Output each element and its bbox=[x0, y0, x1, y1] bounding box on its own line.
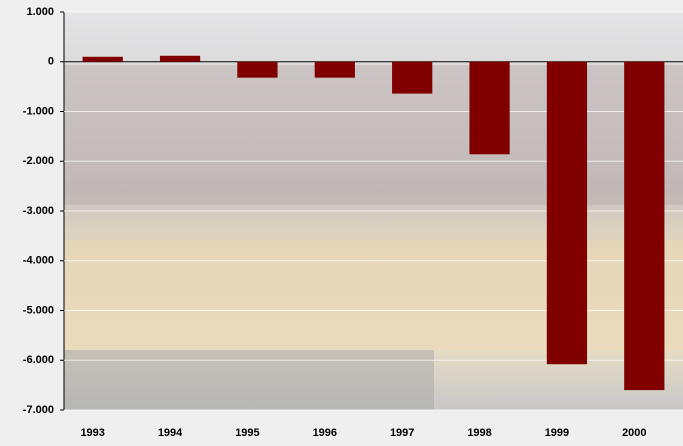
building-base bbox=[64, 350, 434, 410]
y-tick-label: -6.000 bbox=[23, 354, 54, 366]
bar bbox=[392, 62, 432, 94]
y-tick-label: 0 bbox=[48, 56, 54, 68]
y-tick-label: -2.000 bbox=[23, 155, 54, 167]
x-tick-label: 1993 bbox=[80, 427, 104, 439]
x-tick-label: 2000 bbox=[622, 427, 646, 439]
bar bbox=[547, 62, 587, 364]
bar bbox=[624, 62, 664, 390]
x-tick-label: 1997 bbox=[390, 427, 414, 439]
y-tick-label: -4.000 bbox=[23, 255, 54, 267]
bar bbox=[469, 62, 509, 155]
y-tick-label: 1.000 bbox=[26, 6, 54, 18]
building-facade bbox=[64, 65, 683, 205]
bar bbox=[237, 62, 277, 78]
y-tick-label: -5.000 bbox=[23, 304, 54, 316]
x-tick-label: 1999 bbox=[545, 427, 569, 439]
building-storefront bbox=[64, 240, 683, 350]
bar bbox=[315, 62, 355, 78]
y-tick-label: -1.000 bbox=[23, 105, 54, 117]
chart: 1.000 0 -1.000 -2.000 -3.000 -4.000 -5.000 -6.0… bbox=[0, 0, 683, 446]
x-tick-label: 1996 bbox=[313, 427, 337, 439]
y-tick-label: -7.000 bbox=[23, 404, 54, 416]
y-tick-label: -3.000 bbox=[23, 205, 54, 217]
bar bbox=[160, 56, 200, 62]
bar bbox=[83, 57, 123, 62]
x-tick-label: 1994 bbox=[158, 427, 183, 439]
x-tick-label: 1998 bbox=[467, 427, 491, 439]
x-tick-label: 1995 bbox=[235, 427, 259, 439]
